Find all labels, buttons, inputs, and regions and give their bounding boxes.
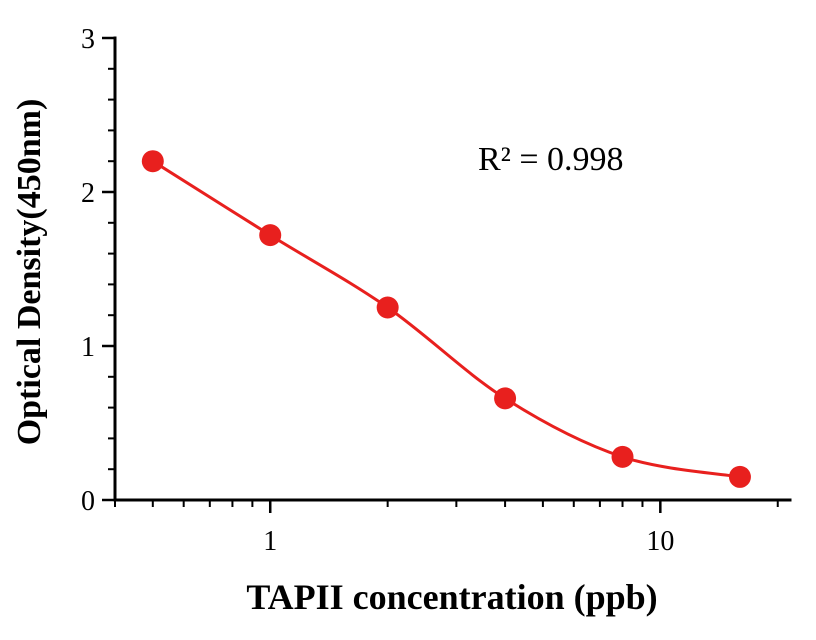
data-point [259, 224, 282, 247]
axes [113, 36, 792, 502]
tick-label: 0 [81, 486, 95, 517]
data-point [376, 296, 399, 319]
x-axis-label: TAPII concentration (ppb) [246, 577, 658, 617]
data-point [141, 150, 164, 173]
data-point [611, 445, 634, 468]
tick-label: 1 [263, 526, 277, 557]
fit-curve [152, 159, 741, 479]
tick-label: 3 [81, 24, 95, 55]
tick-label: 2 [81, 178, 95, 209]
data-point [728, 465, 751, 488]
y-axis-label: Optical Density(450nm) [11, 98, 48, 446]
tick-label: 1 [81, 332, 95, 363]
tick-label: 10 [646, 526, 674, 557]
data-point [494, 387, 517, 410]
r-squared-annotation: R² = 0.998 [478, 141, 624, 178]
